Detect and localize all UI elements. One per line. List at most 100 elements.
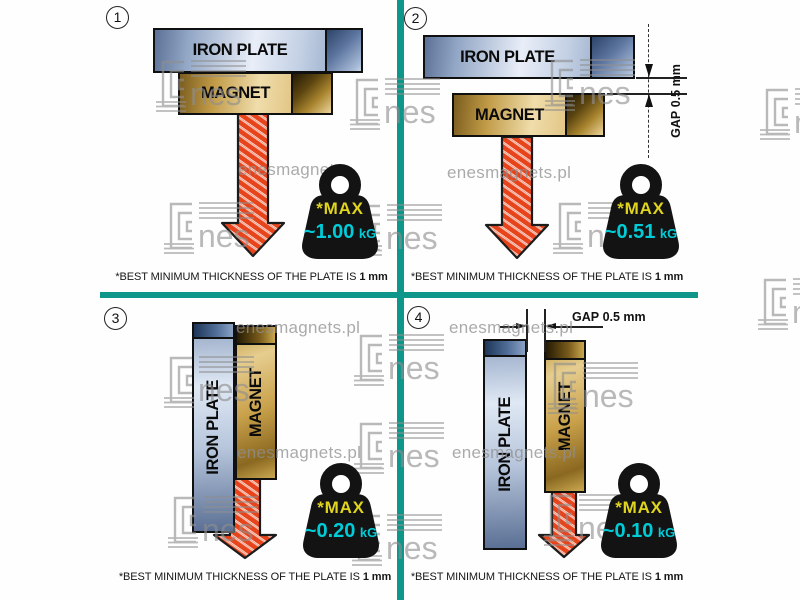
q3-number-badge: 3 bbox=[104, 307, 127, 330]
enes-logo-text: nes bbox=[388, 438, 440, 474]
q1-max-label: *MAX bbox=[316, 199, 364, 218]
q2-gap-arrow-down-icon bbox=[645, 64, 653, 77]
q1-iron-plate-label: IRON PLATE bbox=[192, 41, 288, 59]
q4-gap-line-left bbox=[500, 326, 517, 328]
kettlebell-weight-icon bbox=[302, 164, 378, 259]
site-watermark: enesmagnets.pl bbox=[236, 318, 361, 337]
enes-logo-watermark: nes bbox=[164, 202, 254, 254]
q1-caption: *BEST MINIMUM THICKNESS OF THE PLATE IS … bbox=[104, 271, 399, 283]
q1-magnet-body: MAGNET bbox=[180, 74, 291, 113]
q3-weight-number: ~0.20 bbox=[304, 520, 356, 542]
q3-caption: *BEST MINIMUM THICKNESS OF THE PLATE IS … bbox=[110, 571, 400, 583]
enes-logo-text: nes bbox=[582, 378, 634, 414]
q1-magnet: MAGNET bbox=[178, 72, 333, 115]
q4-gap-line-right bbox=[556, 326, 603, 328]
site-watermark: enesmagnets.pl bbox=[449, 318, 574, 337]
q2-iron-plate: IRON PLATE bbox=[423, 35, 635, 79]
site-watermark: enesmagnets.pl bbox=[447, 163, 572, 182]
q2-weight: *MAX ~0.51 kG bbox=[596, 163, 686, 259]
q3-iron-plate-cap bbox=[194, 324, 233, 339]
enes-logo-watermark: nes bbox=[156, 60, 246, 112]
q2-number-badge: 2 bbox=[404, 7, 427, 30]
q2-weight-value: ~0.51 kG bbox=[596, 221, 686, 244]
enes-logo-watermark: nes bbox=[760, 88, 800, 140]
q4-caption: *BEST MINIMUM THICKNESS OF THE PLATE IS … bbox=[406, 571, 688, 583]
q1-caption-bold: 1 mm bbox=[359, 271, 388, 283]
enes-logo-text: nes bbox=[190, 76, 242, 112]
q4-caption-bold: 1 mm bbox=[654, 571, 684, 583]
enes-logo-watermark: nes bbox=[354, 334, 444, 386]
q3-caption-bold: 1 mm bbox=[362, 571, 392, 583]
site-watermark: enesmagnets bbox=[238, 160, 344, 179]
q3-magnet: MAGNET bbox=[235, 325, 277, 480]
q3-caption-text: *BEST MINIMUM THICKNESS OF THE PLATE IS bbox=[118, 571, 360, 583]
q2-caption-text: *BEST MINIMUM THICKNESS OF THE PLATE IS bbox=[410, 271, 652, 283]
enes-logo-watermark: nes bbox=[164, 356, 254, 408]
enes-logo-text: nes bbox=[198, 218, 250, 254]
q1-weight-unit: kG bbox=[358, 226, 377, 241]
q2-weight-number: ~0.51 bbox=[604, 221, 656, 243]
q2-gap-value: 0.5 mm bbox=[669, 64, 683, 108]
q2-iron-plate-label: IRON PLATE bbox=[460, 47, 555, 66]
q2-pull-arrow bbox=[484, 135, 550, 260]
enes-logo-text: nes bbox=[198, 372, 250, 408]
q2-max-label: *MAX bbox=[617, 199, 665, 218]
q1-iron-plate-body: IRON PLATE bbox=[155, 30, 325, 71]
q1-magnet-label: MAGNET bbox=[200, 84, 271, 102]
q4-magnet: MAGNET bbox=[544, 340, 586, 493]
q4-gap-extension-left bbox=[526, 309, 528, 352]
q4-max-label: *MAX bbox=[615, 498, 663, 517]
q4-caption-text: *BEST MINIMUM THICKNESS OF THE PLATE IS bbox=[410, 571, 652, 583]
q3-max-label: *MAX bbox=[317, 498, 365, 517]
q4-weight-number: ~0.10 bbox=[602, 520, 654, 542]
kettlebell-weight-icon bbox=[603, 164, 679, 259]
site-watermark: enesmagnets.pl bbox=[237, 443, 362, 462]
enes-logo-text: nes bbox=[388, 350, 440, 386]
q2-gap-dimension-line bbox=[648, 24, 649, 158]
q2-gap-extension-bottom bbox=[607, 93, 687, 95]
q2-gap-label: GAP bbox=[669, 110, 683, 138]
q1-weight: *MAX ~1.00 kG bbox=[295, 163, 385, 259]
q3-weight: *MAX ~0.20 kG bbox=[296, 462, 386, 558]
q4-iron-plate-cap bbox=[485, 341, 525, 357]
q3-pull-arrow bbox=[212, 476, 278, 560]
enes-logo-watermark: nes bbox=[168, 496, 258, 548]
q1-weight-number: ~1.00 bbox=[303, 221, 355, 243]
q4-gap-label: GAP bbox=[572, 310, 600, 324]
enes-logo-text: nes bbox=[386, 220, 438, 256]
q4-gap-extension-right bbox=[544, 309, 546, 352]
q2-caption: *BEST MINIMUM THICKNESS OF THE PLATE IS … bbox=[406, 271, 688, 283]
q4-gap-value: 0.5 mm bbox=[602, 310, 646, 324]
q4-gap-arrow-right-icon bbox=[516, 323, 527, 329]
q4-iron-plate: IRON PLATE bbox=[483, 339, 527, 550]
q1-iron-plate-cap bbox=[325, 30, 361, 71]
enes-logo-watermark: nes bbox=[354, 422, 444, 474]
enes-logo-watermark: nes bbox=[758, 278, 800, 330]
q1-caption-text: *BEST MINIMUM THICKNESS OF THE PLATE IS bbox=[115, 271, 357, 283]
q1-weight-value: ~1.00 kG bbox=[295, 221, 385, 244]
q2-magnet-label: MAGNET bbox=[474, 105, 545, 124]
divider-horizontal bbox=[100, 292, 698, 298]
kettlebell-weight-icon bbox=[601, 463, 677, 558]
divider-vertical bbox=[397, 0, 404, 600]
q3-weight-unit: kG bbox=[359, 525, 378, 540]
enes-logo-watermark: nes bbox=[350, 78, 440, 130]
enes-logo-watermark: nes bbox=[545, 59, 635, 111]
kettlebell-weight-icon bbox=[303, 463, 379, 558]
q1-pull-arrow bbox=[220, 110, 286, 258]
q2-gap-text: GAP 0.5 mm bbox=[669, 49, 683, 153]
q1-iron-plate: IRON PLATE bbox=[153, 28, 363, 73]
enes-logo-text: nes bbox=[792, 294, 800, 330]
enes-logo-text: nes bbox=[579, 75, 631, 111]
q4-number-badge: 4 bbox=[407, 306, 430, 329]
q4-weight-unit: kG bbox=[657, 525, 676, 540]
enes-logo-text: nes bbox=[386, 530, 438, 566]
q4-weight: *MAX ~0.10 kG bbox=[594, 462, 684, 558]
q2-caption-bold: 1 mm bbox=[654, 271, 684, 283]
enes-logo-text: nes bbox=[794, 104, 800, 140]
q3-magnet-cap bbox=[237, 327, 275, 345]
enes-logo-watermark: nes bbox=[352, 514, 442, 566]
q1-magnet-cap bbox=[291, 74, 331, 113]
q4-weight-value: ~0.10 kG bbox=[594, 520, 684, 543]
